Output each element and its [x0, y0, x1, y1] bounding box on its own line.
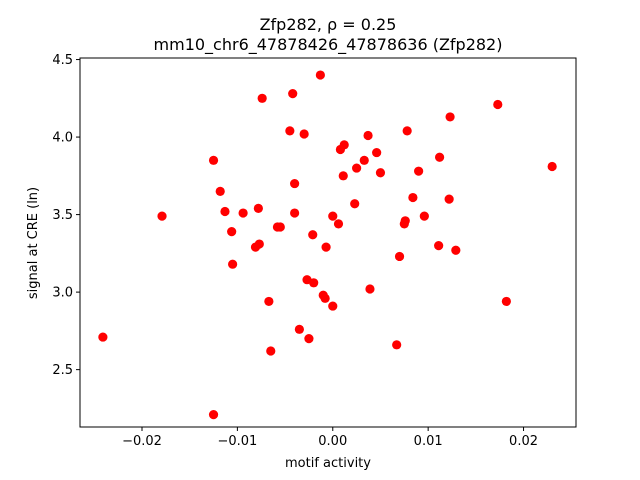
data-point: [238, 208, 248, 218]
data-point: [315, 70, 325, 80]
data-point: [493, 99, 503, 110]
data-point: [363, 130, 373, 141]
x-axis-ticks: −0.02 −0.01 0.00 0.01 0.02: [122, 427, 538, 449]
data-point: [359, 155, 369, 165]
data-point: [254, 239, 264, 249]
data-point: [208, 410, 219, 420]
data-point: [208, 155, 219, 165]
data-point: [308, 230, 318, 240]
data-point: [304, 334, 314, 344]
data-point: [400, 216, 410, 226]
y-tick-label: 3.0: [52, 286, 73, 301]
data-point: [394, 251, 405, 262]
data-point: [352, 163, 362, 173]
data-point: [285, 126, 295, 136]
data-point: [290, 208, 300, 218]
data-point: [419, 211, 429, 221]
y-tick-label: 2.5: [52, 363, 73, 378]
x-tick-label: 0.00: [318, 434, 347, 449]
data-point: [333, 219, 344, 229]
plot-area: [79, 57, 577, 428]
data-point: [547, 161, 557, 172]
plot-frame: [79, 57, 577, 428]
data-point: [402, 126, 412, 136]
data-point: [257, 93, 267, 103]
data-point: [445, 112, 455, 122]
y-tick-label: 4.0: [52, 131, 73, 146]
data-point: [434, 241, 444, 251]
data-point: [451, 245, 461, 255]
data-point: [320, 293, 330, 303]
chart-title-line2: mm10_chr6_47878426_47878636 (Zfp282): [154, 35, 503, 55]
data-point: [98, 332, 108, 342]
data-point: [288, 89, 298, 99]
data-point: [392, 340, 402, 350]
x-tick-label: −0.02: [122, 434, 162, 449]
data-point: [294, 324, 304, 334]
x-tick-label: −0.01: [217, 434, 257, 449]
data-point: [372, 147, 382, 158]
data-point: [328, 301, 338, 311]
data-points: [98, 70, 557, 420]
data-point: [350, 199, 360, 209]
data-point: [157, 211, 167, 221]
x-axis-label: motif activity: [285, 456, 371, 471]
data-point: [414, 166, 424, 176]
data-point: [375, 168, 386, 178]
data-point: [220, 206, 230, 217]
y-tick-label: 3.5: [52, 208, 73, 223]
y-axis-ticks: 2.5 3.0 3.5 4.0 4.5: [52, 53, 80, 378]
data-point: [444, 194, 454, 204]
data-point: [408, 192, 418, 203]
data-point: [290, 178, 300, 189]
x-tick-label: 0.01: [414, 434, 443, 449]
data-point: [339, 140, 349, 150]
y-tick-label: 4.5: [52, 53, 73, 68]
chart-title-line1: Zfp282, ρ = 0.25: [260, 15, 397, 34]
data-point: [501, 296, 511, 307]
data-point: [227, 227, 237, 237]
data-point: [275, 222, 285, 232]
data-point: [253, 203, 263, 213]
data-point: [215, 186, 225, 196]
data-point: [299, 129, 309, 139]
data-point: [228, 259, 238, 269]
data-point: [266, 346, 276, 356]
y-axis-label: signal at CRE (ln): [26, 187, 41, 299]
data-point: [435, 152, 445, 162]
data-point: [321, 242, 331, 252]
data-point: [338, 171, 348, 181]
x-tick-label: 0.02: [509, 434, 538, 449]
data-point: [264, 296, 274, 307]
data-point: [328, 211, 338, 221]
data-point: [365, 284, 375, 294]
data-point: [309, 278, 319, 288]
